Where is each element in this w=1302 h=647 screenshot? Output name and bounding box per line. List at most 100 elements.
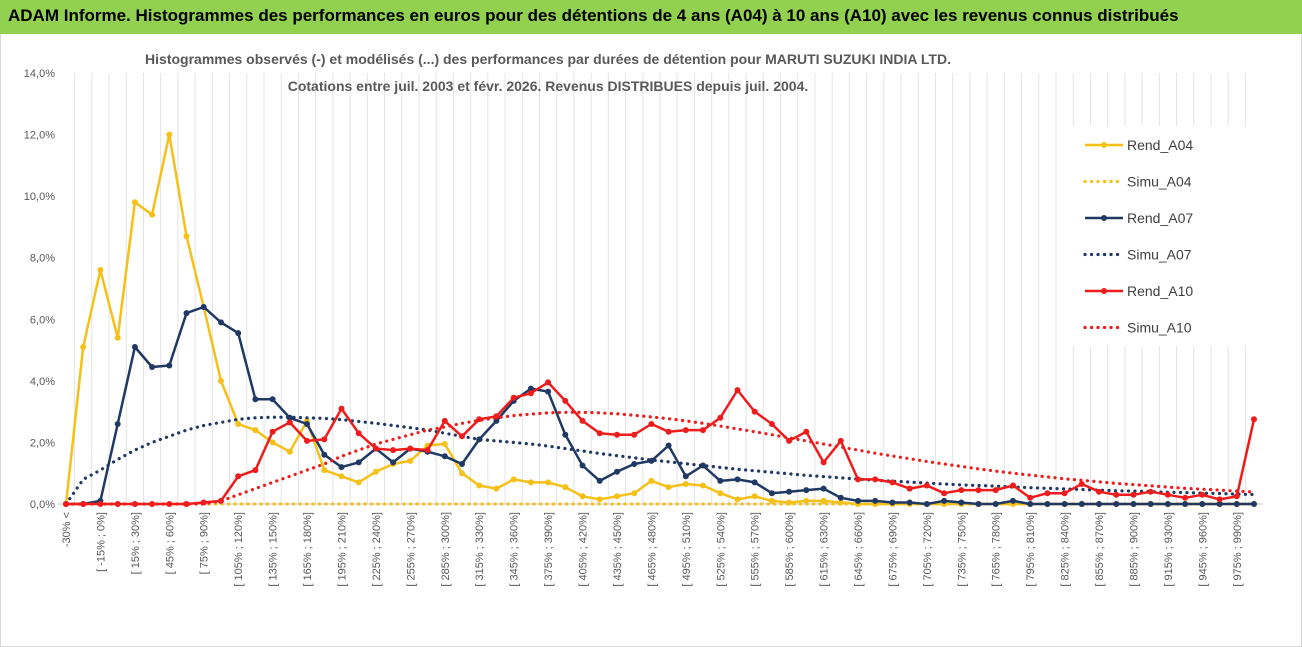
data-point: [648, 477, 655, 484]
data-point: [183, 310, 190, 317]
data-point: [1044, 501, 1051, 507]
y-tick-label: 0,0%: [30, 499, 55, 511]
data-point: [596, 430, 603, 437]
legend-item: Simu_A04: [1083, 174, 1192, 190]
data-point: [820, 459, 827, 466]
data-point: [1096, 501, 1102, 507]
data-point: [252, 396, 259, 403]
series-line: [66, 305, 1254, 506]
series-rend-a10: [63, 379, 1257, 507]
data-point: [321, 436, 328, 443]
data-point: [424, 447, 431, 454]
data-point: [562, 431, 569, 438]
data-point: [80, 344, 87, 350]
data-point: [751, 408, 758, 415]
data-point: [717, 477, 724, 484]
x-tick-label: [ 165% ; 180%]: [302, 512, 314, 587]
data-point: [1199, 501, 1206, 507]
x-tick-label: [ 825% ; 840%]: [1060, 512, 1072, 587]
legend-background: [1068, 126, 1273, 346]
data-point: [1078, 501, 1085, 507]
data-point: [1061, 490, 1068, 497]
data-point: [872, 497, 879, 504]
data-point: [510, 476, 517, 483]
data-point: [734, 476, 741, 483]
data-point: [338, 464, 345, 471]
x-tick-label: [ 315% ; 330%]: [474, 512, 486, 587]
x-tick-label: [ 885% ; 900%]: [1128, 512, 1140, 587]
legend-label: Rend_A07: [1127, 210, 1193, 226]
legend-item: Rend_A07: [1085, 210, 1193, 226]
data-point: [493, 485, 500, 492]
data-point: [1130, 491, 1137, 498]
data-point: [372, 468, 379, 475]
data-point: [166, 131, 173, 138]
data-point: [717, 414, 724, 421]
data-point: [803, 428, 810, 435]
x-tick-label: [ 15% ; 30%]: [130, 512, 142, 574]
data-point: [114, 334, 121, 341]
data-point: [855, 476, 861, 483]
x-tick-label: [ 285% ; 300%]: [440, 512, 452, 587]
performance-histogram-chart: 0,0% 2,0% 4,0% 6,0% 8,0% 10,0% 12,0% 14,0% -30%…: [24, 51, 1273, 587]
data-point: [820, 497, 827, 504]
series-line: [64, 410, 1256, 506]
data-point: [562, 484, 569, 491]
data-point: [1027, 494, 1034, 501]
data-point: [252, 467, 259, 474]
series-simu-a07: [64, 415, 1256, 506]
legend-label: Simu_A10: [1127, 320, 1192, 336]
data-point: [545, 379, 552, 386]
report-title: ADAM Informe. Histogrammes des performan…: [8, 6, 1179, 25]
data-point: [596, 496, 603, 503]
data-point: [218, 319, 224, 326]
data-point: [304, 437, 310, 444]
data-point: [923, 482, 930, 489]
x-tick-label: [ 105% ; 120%]: [233, 512, 245, 587]
data-point: [923, 501, 930, 507]
data-point: [682, 473, 689, 480]
data-point: [218, 377, 224, 384]
data-point: [1164, 501, 1171, 507]
data-point: [1233, 493, 1240, 500]
x-tick-label: [ 735% ; 750%]: [956, 512, 968, 587]
data-point: [1216, 496, 1223, 503]
data-point: [131, 199, 138, 206]
data-point: [441, 417, 448, 424]
data-point: [803, 497, 810, 504]
x-tick-label: [ 915% ; 930%]: [1163, 512, 1175, 587]
data-point: [407, 457, 414, 464]
data-point: [1061, 501, 1068, 507]
data-point: [527, 390, 534, 397]
x-tick-label: [ 945% ; 960%]: [1197, 512, 1209, 587]
data-point: [459, 433, 465, 440]
data-point: [958, 499, 965, 506]
data-point: [614, 493, 620, 500]
data-point: [131, 501, 138, 507]
x-axis: -30% < [ -15% ; 0%] [ 15% ; 30%] [ 45% ; 60…: [57, 503, 1263, 587]
data-point: [734, 496, 741, 503]
legend-item: Rend_A04: [1085, 137, 1193, 153]
data-point: [545, 479, 552, 486]
series-simu-a10: [64, 410, 1256, 506]
data-point: [338, 405, 345, 412]
data-point: [321, 451, 328, 458]
x-tick-label: [ 975% ; 990%]: [1232, 512, 1244, 587]
data-point: [459, 461, 465, 467]
x-tick-label: [ 405% ; 420%]: [578, 512, 590, 587]
data-point: [1113, 501, 1120, 507]
data-point: [768, 421, 775, 427]
data-point: [1010, 482, 1016, 489]
y-tick-label: 10,0%: [24, 191, 55, 203]
data-point: [1251, 501, 1257, 507]
data-point: [97, 267, 104, 273]
data-point: [1130, 501, 1137, 507]
series-layer: [63, 131, 1257, 507]
legend-label: Rend_A04: [1127, 137, 1193, 153]
data-point: [390, 459, 397, 466]
data-point: [407, 445, 414, 452]
data-point: [751, 479, 758, 486]
legend-marker: [1101, 288, 1107, 294]
chart-title-line-1: Histogrammes observés (-) et modélisés (…: [145, 51, 951, 67]
data-point: [803, 487, 810, 494]
